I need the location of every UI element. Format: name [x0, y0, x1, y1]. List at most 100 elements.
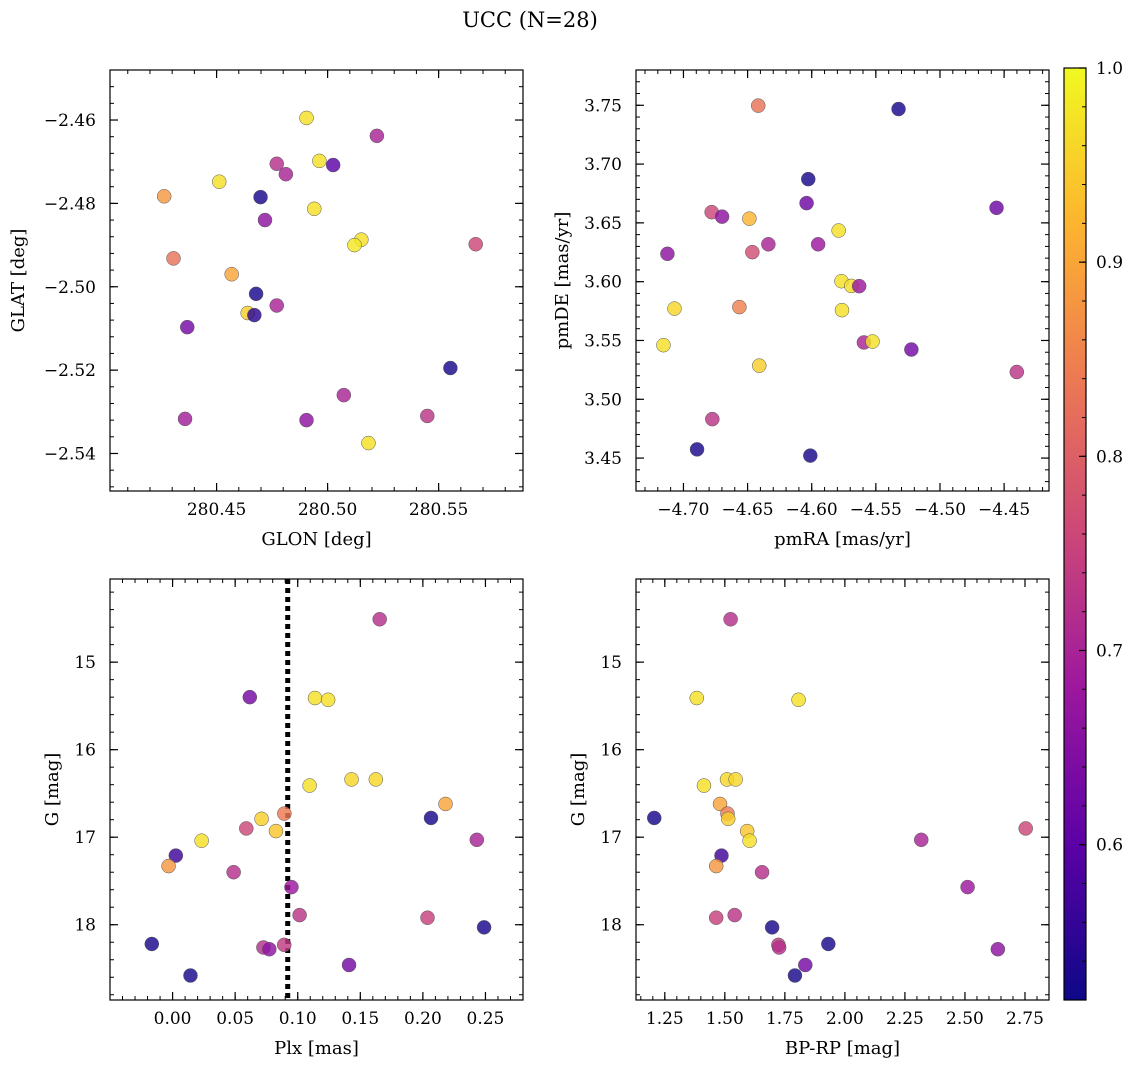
scatter-point — [798, 957, 813, 973]
scatter-point — [161, 858, 176, 874]
scatter-point — [752, 358, 767, 373]
scatter-point — [168, 848, 184, 863]
scatter-point — [745, 244, 760, 260]
scatter-point — [851, 278, 867, 294]
axes-frame — [109, 578, 524, 1001]
colorbar-tick-label: 0.6 — [1096, 836, 1123, 856]
panel-plx-g: 0.00 0.05 0.10 0.15 0.20 0.25 15 16 17 18 Plx [mas… — [42, 578, 524, 1059]
y-tick-label: 3.75 — [584, 96, 622, 116]
scatter-point — [341, 957, 357, 973]
scatter-point — [791, 692, 806, 708]
x-tick-label: −4.45 — [978, 500, 1030, 520]
scatter-point — [344, 772, 359, 787]
scatter-point — [257, 212, 273, 228]
scatter-point — [696, 778, 712, 793]
y-tick-label: −2.46 — [44, 111, 96, 131]
y-tick-label: 3.45 — [584, 449, 622, 469]
scatter-point — [799, 195, 814, 211]
y-tick-label: −2.52 — [44, 361, 96, 381]
scatter-point — [689, 442, 705, 457]
scatter-point — [821, 936, 836, 952]
y-tick-label: 3.70 — [584, 155, 622, 175]
y-tick-label: 3.65 — [584, 214, 622, 234]
y-tick-label: 16 — [74, 741, 96, 761]
scatter-point — [720, 811, 736, 827]
scatter-point — [211, 174, 227, 189]
y-axis-label: G [mag] — [568, 753, 589, 826]
scatter-point — [320, 692, 336, 708]
x-tick-label: 2.50 — [946, 1009, 984, 1029]
scatter-point — [960, 879, 975, 895]
scatter-point — [803, 448, 818, 463]
scatter-point — [787, 968, 803, 983]
scatter-point — [764, 920, 780, 935]
scatter-point — [1018, 821, 1033, 836]
scatter-point — [1009, 364, 1025, 380]
x-tick-label: 2.00 — [826, 1009, 864, 1029]
scatter-point — [242, 689, 258, 705]
panel-bprp-g: 1.25 1.50 1.75 2.00 2.25 2.50 2.75 15 16 17 18 BP-R… — [568, 578, 1050, 1059]
scatter-point — [468, 236, 483, 252]
y-axis-label: pmDE [mas/yr] — [552, 212, 573, 350]
scatter-point — [268, 823, 284, 839]
x-tick-label: −4.55 — [850, 500, 902, 520]
scatter-point — [177, 411, 193, 427]
scatter-point — [891, 101, 906, 117]
scatter-point — [750, 98, 766, 113]
scatter-point — [372, 612, 387, 627]
scatter-point — [810, 237, 826, 252]
axes-frame — [635, 578, 1050, 1001]
scatter-point — [801, 171, 816, 187]
axes-frame — [109, 69, 524, 492]
x-axis-label: Plx [mas] — [274, 1038, 359, 1059]
scatter-point — [761, 237, 776, 252]
scatter-points — [656, 98, 1025, 463]
x-tick-label: 280.45 — [187, 500, 246, 520]
scatter-point — [708, 858, 724, 874]
scatter-point — [646, 810, 662, 826]
colorbar-tick-label: 1.0 — [1096, 59, 1123, 79]
y-tick-label: −2.50 — [44, 278, 96, 298]
scatter-point — [253, 189, 268, 205]
y-axis-label: GLAT [deg] — [8, 229, 29, 333]
scatter-point — [989, 200, 1004, 216]
scatter-points — [144, 612, 492, 983]
scatter-point — [368, 772, 384, 787]
y-tick-label: 3.55 — [584, 331, 622, 351]
scatter-point — [312, 153, 327, 169]
scatter-point — [712, 796, 728, 812]
y-tick-label: 18 — [74, 916, 96, 936]
scatter-point — [299, 110, 314, 126]
scatter-point — [742, 833, 757, 848]
scatter-point — [239, 821, 254, 836]
y-tick-label: 18 — [600, 916, 622, 936]
scatter-point — [831, 223, 846, 238]
scatter-point — [708, 910, 724, 925]
scatter-point — [727, 907, 742, 923]
x-tick-label: −4.60 — [786, 500, 838, 520]
axes-frame — [635, 69, 1050, 492]
x-tick-label: 0.20 — [404, 1009, 442, 1029]
scatter-point — [990, 941, 1006, 957]
scatter-point — [476, 920, 492, 935]
x-tick-label: 0.15 — [341, 1009, 379, 1029]
x-tick-label: 0.05 — [216, 1009, 254, 1029]
scatter-point — [723, 612, 738, 627]
x-tick-label: 0.25 — [467, 1009, 505, 1029]
scatter-point — [325, 157, 341, 173]
x-tick-label: 280.50 — [298, 500, 357, 520]
scatter-point — [194, 833, 209, 848]
scatter-point — [438, 796, 453, 812]
y-axis-label: G [mag] — [42, 753, 63, 826]
scatter-point — [754, 864, 770, 880]
scatter-point — [420, 408, 435, 424]
y-tick-label: 15 — [600, 653, 622, 673]
scatter-point — [292, 907, 307, 923]
x-axis-label: BP-RP [mag] — [785, 1038, 900, 1059]
x-tick-label: 280.55 — [409, 500, 468, 520]
scatter-points — [156, 110, 483, 451]
scatter-point — [865, 334, 880, 349]
y-tick-label: 17 — [74, 828, 96, 848]
scatter-point — [347, 237, 362, 253]
scatter-point — [247, 307, 262, 323]
